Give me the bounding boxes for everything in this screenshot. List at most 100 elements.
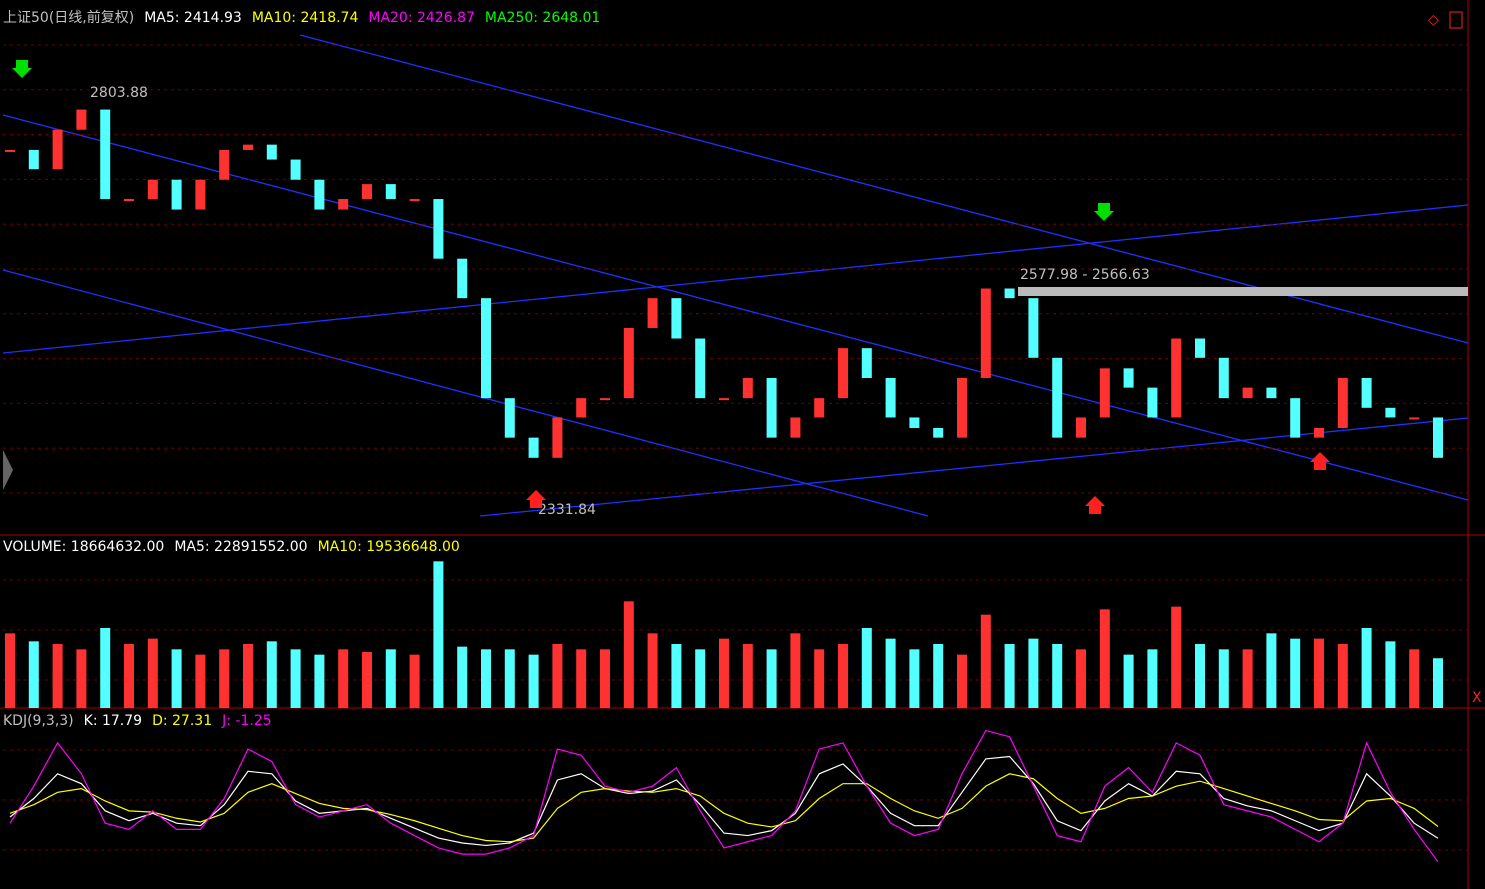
volume-bar: [719, 638, 729, 708]
volume-bar: [433, 561, 444, 708]
volume-bar: [1052, 644, 1063, 708]
candle: [1314, 427, 1324, 438]
candle: [1242, 387, 1253, 399]
candle: [742, 377, 753, 399]
window-control[interactable]: [1449, 11, 1463, 29]
volume-bar: [1385, 641, 1396, 708]
candle: [1195, 338, 1205, 358]
candle: [266, 144, 277, 160]
volume-bar: [671, 644, 682, 708]
volume-bar: [1195, 644, 1205, 708]
buy-arrow: [1085, 496, 1105, 514]
volume-bar: [552, 644, 563, 708]
volume-bar: [362, 652, 372, 708]
volume-bar: [457, 646, 468, 708]
volume-bar: [600, 649, 610, 708]
candle: [790, 417, 801, 438]
volume-bar: [243, 644, 253, 708]
candle: [385, 184, 396, 200]
volume-bar: [219, 649, 230, 708]
candle: [1361, 377, 1372, 408]
kdj-line: [9, 773, 1439, 843]
range-annotation: 2577.98 - 2566.63: [1020, 267, 1150, 283]
volume-bar: [5, 633, 15, 708]
candle: [1171, 338, 1182, 418]
candle: [1123, 368, 1134, 388]
candle: [1290, 398, 1301, 438]
volume-bar: [1076, 649, 1086, 708]
volume-bar: [1004, 644, 1015, 708]
candle: [1218, 357, 1229, 399]
kdj-line: [9, 729, 1439, 863]
price-range-band: [1018, 287, 1468, 296]
volume-bar: [504, 649, 515, 708]
volume-bar: [1361, 628, 1372, 708]
signal-arrows: [12, 60, 1330, 514]
candle: [1433, 417, 1443, 458]
candle: [52, 129, 63, 170]
trend-line: [2, 114, 1469, 501]
candle: [861, 348, 872, 378]
candle: [1099, 368, 1110, 418]
candle: [1004, 288, 1015, 299]
volume-bar: [1171, 606, 1182, 708]
volume-bar: [1314, 638, 1324, 708]
candle: [1385, 407, 1396, 418]
volume-bar: [124, 644, 134, 708]
candle: [219, 149, 230, 180]
volume-bar: [885, 638, 896, 708]
candle: [1337, 377, 1348, 428]
candle: [362, 184, 372, 200]
candle: [766, 377, 777, 438]
trend-line: [2, 204, 1469, 354]
candle: [647, 298, 658, 328]
buy-arrow: [1310, 452, 1330, 470]
volume-bar: [623, 601, 634, 708]
volume-bar: [814, 649, 825, 708]
volume-bar: [861, 628, 872, 708]
volume-bar: [1433, 658, 1443, 708]
volume-bar: [338, 649, 349, 708]
candle: [5, 149, 15, 152]
volume-bar: [314, 654, 325, 708]
candle: [980, 288, 991, 378]
candle: [481, 298, 491, 399]
headers: 上证50(日线,前复权) MA5: 2414.93 MA10: 2418.74 MA2…: [3, 9, 600, 729]
volume-bar: [790, 633, 801, 708]
marks: [5, 109, 1443, 863]
volume-bar: [957, 654, 967, 708]
candle: [195, 179, 206, 210]
trend-line: [479, 417, 1469, 517]
kdj-line: [9, 755, 1439, 847]
header-label: J: -1.25: [221, 713, 272, 729]
candle: [909, 417, 920, 428]
close-pane[interactable]: X: [1472, 690, 1482, 706]
candle: [528, 437, 539, 458]
volume-bar: [195, 654, 206, 708]
candle: [171, 179, 182, 210]
volume-bar: [1028, 638, 1039, 708]
candle: [1076, 417, 1086, 438]
volume-bar: [528, 654, 539, 708]
buy-arrow: [526, 490, 546, 508]
window-control[interactable]: ◇: [1428, 12, 1439, 28]
high-annotation: 2803.88: [90, 85, 148, 101]
header-label: KDJ(9,3,3): [3, 713, 74, 729]
candle: [671, 298, 682, 339]
candle: [933, 427, 944, 438]
volume-bar: [171, 649, 182, 708]
side-handle[interactable]: [3, 450, 13, 490]
candle: [504, 398, 515, 438]
candle: [433, 199, 444, 259]
volume-bar: [266, 641, 277, 708]
volume-bar: [695, 649, 706, 708]
volume-bar: [290, 649, 301, 708]
volume-bar: [1409, 649, 1420, 708]
volume-bar: [52, 644, 63, 708]
volume-bar: [76, 649, 87, 708]
sell-arrow: [1094, 203, 1114, 221]
volume-bar: [1099, 609, 1110, 708]
volume-bar: [1266, 633, 1277, 708]
volume-bar: [766, 649, 777, 708]
